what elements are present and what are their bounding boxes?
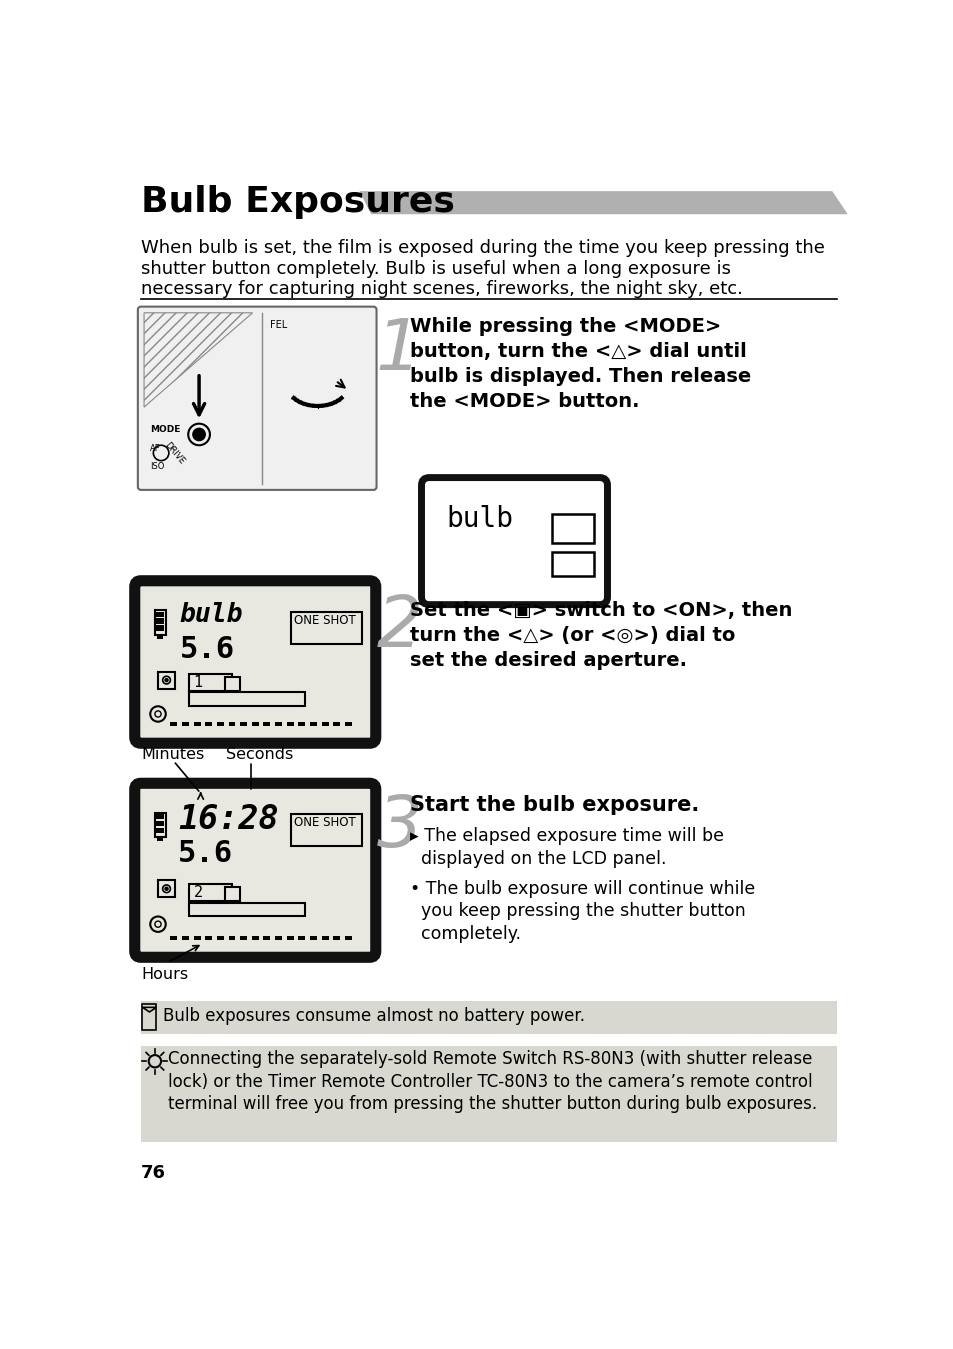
Text: ONE SHOT: ONE SHOT xyxy=(294,816,355,830)
Bar xyxy=(189,902,305,916)
Text: 3: 3 xyxy=(376,793,422,862)
Bar xyxy=(205,936,212,940)
Bar xyxy=(274,936,282,940)
Bar xyxy=(156,618,164,623)
FancyBboxPatch shape xyxy=(134,784,375,958)
Text: 1: 1 xyxy=(375,316,420,384)
Text: Set the <▣> switch to <ON>, then
turn the <△> (or <◎>) dial to
set the desired a: Set the <▣> switch to <ON>, then turn th… xyxy=(410,600,791,670)
Text: 5.6: 5.6 xyxy=(179,634,234,664)
Bar xyxy=(310,723,316,726)
Polygon shape xyxy=(359,192,847,214)
Bar xyxy=(141,1001,836,1033)
Bar xyxy=(252,723,258,726)
FancyBboxPatch shape xyxy=(137,306,376,490)
Bar xyxy=(171,936,177,940)
Bar xyxy=(321,723,328,726)
Bar xyxy=(189,692,305,707)
FancyBboxPatch shape xyxy=(291,611,361,643)
Bar xyxy=(263,723,270,726)
Text: • The bulb exposure will continue while
  you keep pressing the shutter button
 : • The bulb exposure will continue while … xyxy=(410,880,755,943)
Bar xyxy=(156,822,164,827)
Bar xyxy=(216,723,224,726)
Bar xyxy=(333,723,340,726)
Bar xyxy=(156,828,164,834)
Bar xyxy=(157,634,163,638)
Bar xyxy=(182,723,189,726)
Bar xyxy=(298,723,305,726)
Bar xyxy=(154,812,166,838)
Bar xyxy=(286,723,294,726)
Bar xyxy=(158,672,174,688)
Bar xyxy=(344,936,352,940)
Bar xyxy=(216,936,224,940)
FancyBboxPatch shape xyxy=(134,581,375,743)
Bar xyxy=(240,723,247,726)
FancyBboxPatch shape xyxy=(421,478,607,604)
Text: MODE: MODE xyxy=(150,425,180,434)
Text: 1: 1 xyxy=(193,674,203,689)
Bar xyxy=(158,881,174,897)
Bar xyxy=(156,813,164,819)
Text: Minutes: Minutes xyxy=(141,747,204,762)
FancyBboxPatch shape xyxy=(291,813,361,846)
Text: DRIVE: DRIVE xyxy=(162,441,186,467)
Bar xyxy=(189,674,232,691)
Text: 2: 2 xyxy=(376,594,422,662)
Bar xyxy=(333,936,340,940)
Bar xyxy=(157,838,163,840)
Bar xyxy=(171,723,177,726)
Text: While pressing the <MODE>
button, turn the <△> dial until
bulb is displayed. The: While pressing the <MODE> button, turn t… xyxy=(410,317,750,411)
Bar xyxy=(189,884,232,901)
Bar xyxy=(205,723,212,726)
Bar xyxy=(229,723,235,726)
Bar xyxy=(321,936,328,940)
Text: FEL: FEL xyxy=(270,321,287,331)
Bar xyxy=(310,936,316,940)
Text: bulb: bulb xyxy=(179,602,243,629)
Text: Start the bulb exposure.: Start the bulb exposure. xyxy=(410,795,699,815)
Bar xyxy=(156,626,164,631)
Text: 5.6: 5.6 xyxy=(178,839,233,869)
Bar xyxy=(551,514,594,544)
Text: When bulb is set, the film is exposed during the time you keep pressing the
shut: When bulb is set, the film is exposed du… xyxy=(141,239,824,298)
Text: Connecting the separately-sold Remote Switch RS-80N3 (with shutter release
lock): Connecting the separately-sold Remote Sw… xyxy=(168,1050,817,1113)
Circle shape xyxy=(165,888,168,890)
Bar xyxy=(141,1045,836,1143)
Bar xyxy=(193,723,200,726)
Bar xyxy=(263,936,270,940)
Bar xyxy=(344,723,352,726)
Text: 2: 2 xyxy=(193,885,203,900)
Bar xyxy=(193,936,200,940)
Bar xyxy=(224,677,240,691)
Bar xyxy=(240,936,247,940)
Bar xyxy=(182,936,189,940)
Bar xyxy=(224,888,240,901)
Text: bulb: bulb xyxy=(446,505,513,533)
Bar xyxy=(142,1004,156,1031)
Bar xyxy=(156,611,164,616)
Text: 16:28: 16:28 xyxy=(178,803,278,836)
Text: Seconds: Seconds xyxy=(226,747,294,762)
Bar xyxy=(274,723,282,726)
Bar xyxy=(154,610,166,634)
Bar xyxy=(229,936,235,940)
Bar xyxy=(298,936,305,940)
Circle shape xyxy=(193,428,205,441)
Circle shape xyxy=(165,679,168,681)
Bar xyxy=(551,552,594,576)
Text: Bulb Exposures: Bulb Exposures xyxy=(141,185,455,219)
Polygon shape xyxy=(142,1008,156,1012)
Text: ONE SHOT: ONE SHOT xyxy=(294,614,355,627)
Bar xyxy=(252,936,258,940)
Text: ▸ The elapsed exposure time will be
  displayed on the LCD panel.: ▸ The elapsed exposure time will be disp… xyxy=(410,827,723,867)
Text: ISO: ISO xyxy=(150,463,165,471)
Text: AF: AF xyxy=(150,444,161,453)
Text: Bulb exposures consume almost no battery power.: Bulb exposures consume almost no battery… xyxy=(162,1008,584,1025)
Text: Hours: Hours xyxy=(141,966,188,982)
Bar xyxy=(286,936,294,940)
Text: 76: 76 xyxy=(141,1164,166,1183)
